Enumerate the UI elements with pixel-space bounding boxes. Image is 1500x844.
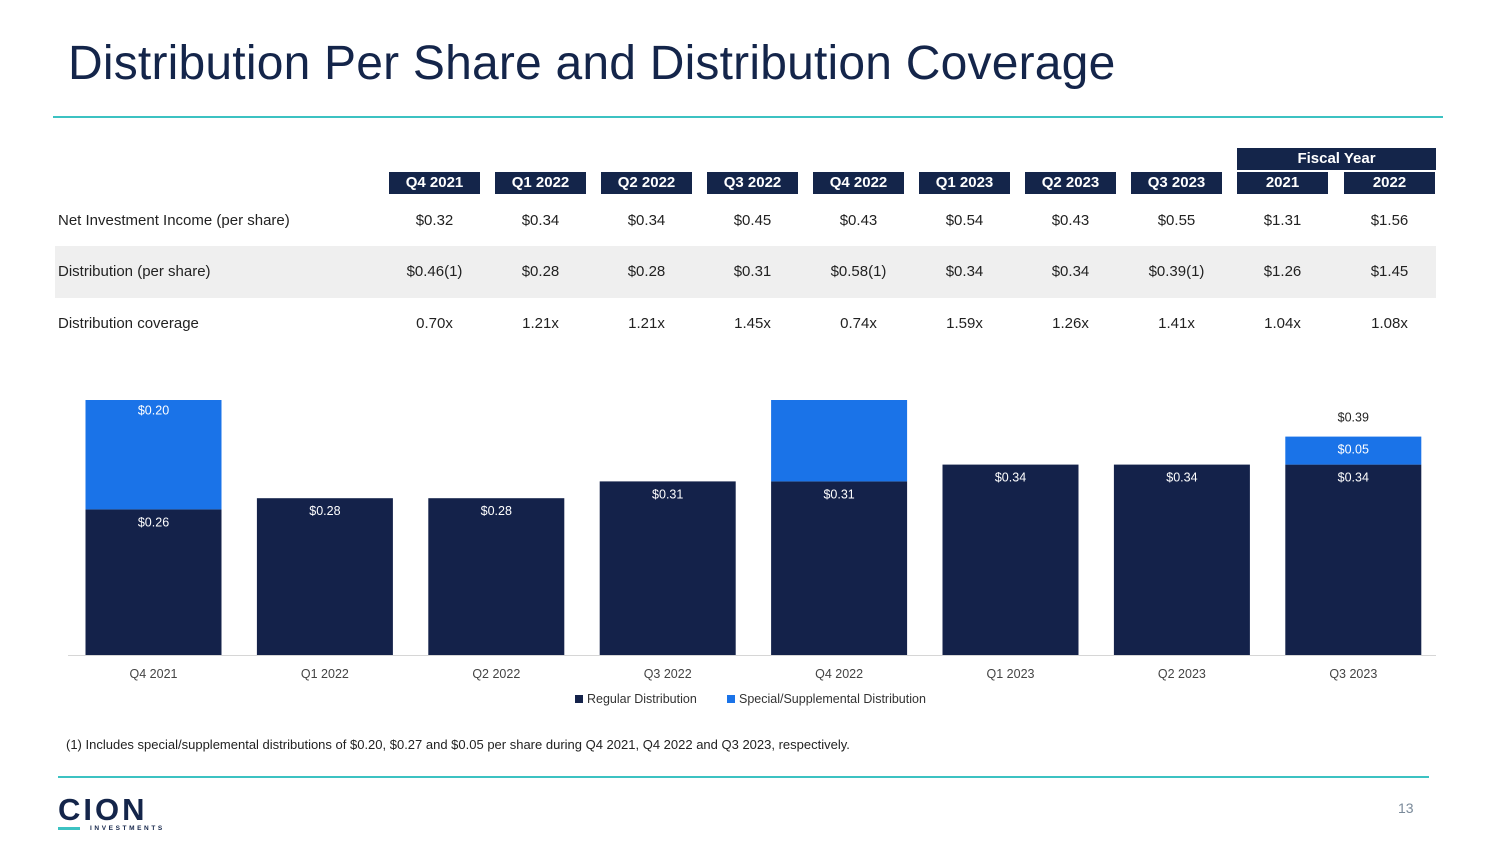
- x-tick-label: Q3 2023: [1329, 667, 1377, 681]
- regular-value-label: $0.28: [481, 504, 512, 518]
- table-cell: $0.31: [733, 263, 772, 280]
- logo-subtext: INVESTMENTS: [90, 825, 165, 832]
- table-cell: $0.34: [1051, 263, 1090, 280]
- legend-label-regular: Regular Distribution: [587, 692, 697, 706]
- x-tick-label: Q4 2021: [130, 667, 178, 681]
- table-cell: $0.28: [521, 263, 560, 280]
- regular-bar: [428, 498, 565, 655]
- table-cell: $0.46(1): [406, 263, 463, 280]
- x-tick-label: Q2 2023: [1158, 667, 1206, 681]
- table-cell: 1.41x: [1158, 315, 1195, 332]
- table-cell: $0.43: [839, 212, 878, 229]
- footer-divider: [58, 776, 1429, 778]
- column-header: Q1 2022: [495, 172, 586, 194]
- regular-bar: [1113, 464, 1250, 655]
- table-cell: $0.55: [1157, 212, 1196, 229]
- regular-value-label: $0.31: [652, 487, 683, 501]
- table-row: [55, 246, 1436, 298]
- table-cell: $1.56: [1370, 212, 1409, 229]
- column-header: 2022: [1344, 172, 1435, 194]
- regular-value-label: $0.34: [1166, 471, 1197, 485]
- column-header: Q3 2022: [707, 172, 798, 194]
- total-value-label: $0.39: [1338, 411, 1369, 425]
- page-number: 13: [1398, 800, 1414, 816]
- x-tick-label: Q1 2022: [301, 667, 349, 681]
- row-label: Net Investment Income (per share): [58, 212, 290, 229]
- table-cell: 1.04x: [1264, 315, 1301, 332]
- table-cell: $0.32: [415, 212, 454, 229]
- legend-label-special: Special/Supplemental Distribution: [739, 692, 926, 706]
- regular-value-label: $0.34: [1338, 471, 1369, 485]
- column-header: Q4 2021: [389, 172, 480, 194]
- legend-swatch-regular: [575, 695, 583, 703]
- regular-bar: [771, 481, 908, 655]
- regular-bar: [1285, 464, 1422, 655]
- table-cell: 1.08x: [1371, 315, 1408, 332]
- column-header: Q2 2022: [601, 172, 692, 194]
- regular-value-label: $0.34: [995, 471, 1026, 485]
- table-cell: $0.34: [945, 263, 984, 280]
- special-value-label: $0.20: [138, 403, 169, 417]
- table-cell: $0.45: [733, 212, 772, 229]
- regular-value-label: $0.31: [823, 487, 854, 501]
- special-bar: [1285, 436, 1422, 465]
- page-title: Distribution Per Share and Distribution …: [68, 37, 1116, 90]
- column-header: 2021: [1237, 172, 1328, 194]
- regular-bar: [599, 481, 736, 655]
- footnote: (1) Includes special/supplemental distri…: [66, 737, 850, 752]
- cion-logo: CION INVESTMENTS: [56, 792, 166, 834]
- x-tick-label: Q2 2022: [472, 667, 520, 681]
- row-label: Distribution coverage: [58, 315, 199, 332]
- table-cell: $0.58(1): [830, 263, 887, 280]
- regular-bar: [942, 464, 1079, 655]
- column-header: Q2 2023: [1025, 172, 1116, 194]
- special-value-label: $0.05: [1338, 443, 1369, 457]
- logo-accent: [58, 827, 80, 830]
- regular-value-label: $0.26: [138, 515, 169, 529]
- fiscal-year-header: Fiscal Year: [1237, 148, 1436, 170]
- table-cell: $0.43: [1051, 212, 1090, 229]
- table-cell: 1.59x: [946, 315, 983, 332]
- special-bar: [85, 400, 222, 510]
- x-tick-label: Q3 2022: [644, 667, 692, 681]
- table-cell: $0.54: [945, 212, 984, 229]
- column-header: Q3 2023: [1131, 172, 1222, 194]
- row-label: Distribution (per share): [58, 263, 211, 280]
- table-cell: $0.34: [627, 212, 666, 229]
- table-cell: $1.26: [1263, 263, 1302, 280]
- table-cell: 1.21x: [628, 315, 665, 332]
- special-bar: [771, 400, 908, 482]
- x-tick-label: Q1 2023: [987, 667, 1035, 681]
- table-cell: 1.45x: [734, 315, 771, 332]
- table-cell: $1.45: [1370, 263, 1409, 280]
- regular-bar: [85, 509, 222, 655]
- table-cell: $1.31: [1263, 212, 1302, 229]
- table-cell: $0.39(1): [1148, 263, 1205, 280]
- table-cell: 0.70x: [416, 315, 453, 332]
- legend-swatch-special: [727, 695, 735, 703]
- table-cell: 1.26x: [1052, 315, 1089, 332]
- column-header: Q1 2023: [919, 172, 1010, 194]
- logo-text: CION: [58, 792, 148, 827]
- column-header: Q4 2022: [813, 172, 904, 194]
- table-cell: 0.74x: [840, 315, 877, 332]
- table-cell: $0.28: [627, 263, 666, 280]
- title-divider: [53, 116, 1443, 118]
- regular-value-label: $0.28: [309, 504, 340, 518]
- table-cell: $0.34: [521, 212, 560, 229]
- table-cell: 1.21x: [522, 315, 559, 332]
- regular-bar: [256, 498, 393, 655]
- x-tick-label: Q4 2022: [815, 667, 863, 681]
